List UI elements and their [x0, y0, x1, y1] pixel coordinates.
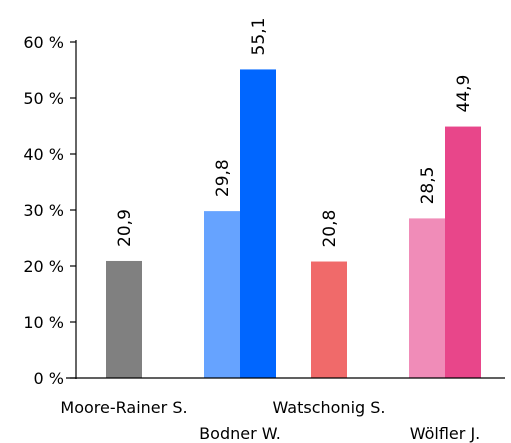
category-label: Moore-Rainer S. [60, 398, 187, 417]
data-labels: 20,9 29,8 55,1 20,8 28,5 44,9 [115, 18, 474, 248]
y-tick-label: 40 % [23, 145, 64, 164]
data-label: 55,1 [249, 18, 269, 56]
category-label: Wölfler J. [410, 424, 481, 443]
y-tick-label: 30 % [23, 201, 64, 220]
y-tick-label: 10 % [23, 313, 64, 332]
bar [311, 261, 347, 378]
y-axis: 0 % 10 % 20 % 30 % 40 % 50 % 60 % [23, 33, 77, 388]
category-label: Watschonig S. [272, 398, 385, 417]
y-tick-label: 0 % [34, 369, 64, 388]
category-label: Bodner W. [199, 424, 281, 443]
bar [204, 211, 240, 378]
bar [445, 126, 481, 378]
data-label: 28,5 [418, 167, 438, 205]
bars [106, 69, 481, 378]
x-axis: Moore-Rainer S. Bodner W. Watschonig S. Wöl… [60, 377, 505, 443]
bar [106, 260, 142, 378]
data-label: 20,9 [115, 209, 135, 247]
y-tick-label: 20 % [23, 257, 64, 276]
y-tick-label: 60 % [23, 33, 64, 52]
bar [240, 69, 276, 378]
data-label: 29,8 [213, 159, 233, 197]
data-label: 20,8 [320, 210, 340, 248]
bar [409, 218, 445, 378]
data-label: 44,9 [454, 75, 474, 113]
y-tick-label: 50 % [23, 89, 64, 108]
